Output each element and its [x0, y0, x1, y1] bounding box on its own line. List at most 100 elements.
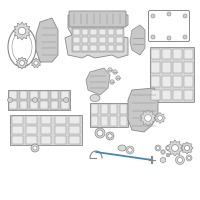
Bar — [9, 91, 17, 99]
Bar — [8, 90, 70, 110]
Circle shape — [64, 98, 68, 102]
Bar — [12, 136, 23, 144]
Polygon shape — [36, 18, 58, 62]
Bar — [73, 37, 80, 43]
Bar — [9, 101, 17, 109]
FancyBboxPatch shape — [69, 11, 126, 27]
Bar — [151, 90, 160, 100]
Polygon shape — [65, 15, 128, 58]
Bar — [20, 91, 27, 99]
Bar — [40, 91, 48, 99]
Bar — [184, 62, 193, 73]
Circle shape — [166, 153, 170, 157]
Bar — [51, 91, 58, 99]
Bar — [120, 116, 127, 126]
Bar — [184, 90, 193, 100]
Circle shape — [113, 70, 117, 74]
Bar — [162, 90, 171, 100]
Bar — [90, 103, 128, 127]
Bar — [73, 29, 80, 35]
Circle shape — [162, 151, 164, 153]
Bar — [173, 90, 182, 100]
Bar — [73, 45, 80, 51]
Bar — [116, 29, 123, 35]
Bar — [12, 126, 23, 134]
Bar — [91, 116, 98, 126]
Bar — [90, 37, 97, 43]
Bar — [151, 49, 160, 59]
Circle shape — [158, 116, 162, 120]
Polygon shape — [140, 110, 156, 126]
Circle shape — [8, 98, 12, 102]
Bar — [51, 101, 58, 109]
Bar — [162, 49, 171, 59]
Circle shape — [110, 80, 114, 84]
Circle shape — [18, 27, 26, 35]
Bar — [82, 37, 88, 43]
Bar — [72, 28, 124, 52]
Circle shape — [32, 98, 38, 102]
Bar — [40, 101, 48, 109]
Circle shape — [183, 14, 187, 18]
Bar — [69, 136, 80, 144]
FancyBboxPatch shape — [148, 10, 190, 42]
Bar — [10, 115, 82, 145]
Circle shape — [33, 146, 37, 150]
Bar — [150, 47, 194, 102]
Bar — [101, 116, 108, 126]
Circle shape — [167, 147, 169, 149]
Polygon shape — [181, 142, 193, 154]
Circle shape — [97, 130, 103, 136]
Bar — [26, 136, 37, 144]
Polygon shape — [13, 22, 31, 40]
Circle shape — [172, 145, 178, 151]
Ellipse shape — [90, 95, 100, 102]
Bar — [184, 76, 193, 87]
Bar — [108, 29, 114, 35]
Circle shape — [167, 36, 171, 40]
Circle shape — [108, 68, 112, 72]
Bar — [151, 62, 160, 73]
Circle shape — [166, 146, 170, 150]
Circle shape — [156, 146, 160, 150]
Bar — [116, 37, 123, 43]
Circle shape — [19, 60, 25, 66]
Circle shape — [128, 148, 132, 152]
Bar — [116, 45, 123, 51]
Circle shape — [145, 115, 151, 121]
Circle shape — [106, 132, 114, 140]
Polygon shape — [154, 112, 166, 123]
Bar — [120, 104, 127, 114]
Circle shape — [186, 155, 192, 161]
Bar — [90, 29, 97, 35]
Bar — [162, 76, 171, 87]
Bar — [41, 126, 51, 134]
Bar — [90, 45, 97, 51]
Circle shape — [167, 154, 169, 156]
Bar — [99, 29, 106, 35]
Circle shape — [151, 14, 155, 18]
Polygon shape — [128, 88, 158, 132]
Bar — [30, 91, 38, 99]
Ellipse shape — [118, 145, 126, 151]
Bar — [173, 49, 182, 59]
Polygon shape — [16, 57, 28, 69]
Bar — [41, 136, 51, 144]
Circle shape — [188, 156, 190, 160]
Bar — [91, 104, 98, 114]
Circle shape — [167, 12, 171, 16]
Bar — [55, 126, 66, 134]
Circle shape — [176, 156, 184, 164]
Circle shape — [34, 61, 38, 65]
Circle shape — [155, 145, 161, 151]
Polygon shape — [167, 140, 183, 156]
Bar — [108, 37, 114, 43]
Bar — [82, 29, 88, 35]
Polygon shape — [130, 25, 145, 55]
Bar — [61, 101, 69, 109]
Bar — [151, 76, 160, 87]
Bar — [110, 116, 117, 126]
Circle shape — [151, 35, 155, 39]
Circle shape — [95, 128, 105, 138]
Bar — [20, 101, 27, 109]
